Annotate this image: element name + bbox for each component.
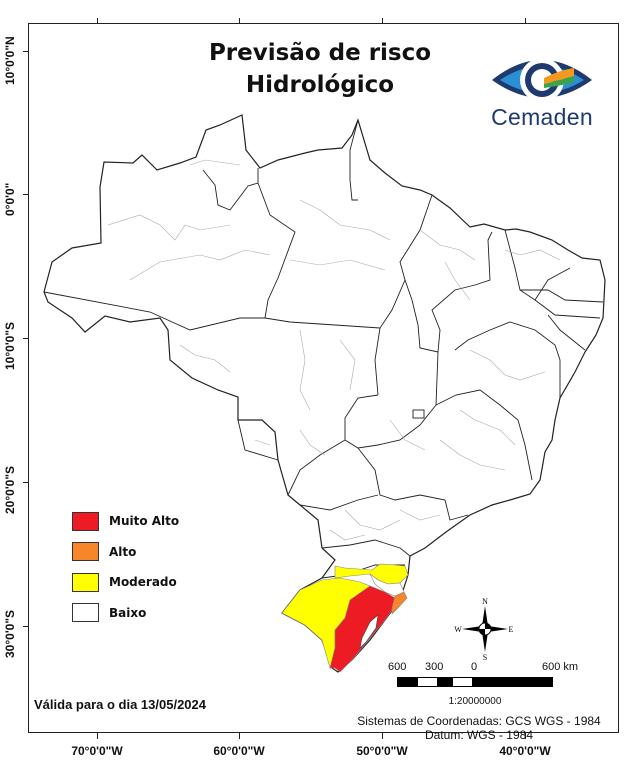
- map-frame: [28, 23, 619, 733]
- scale-label-600-km: 600 km: [542, 661, 579, 673]
- tick-bottom-40w: [525, 733, 526, 739]
- legend-label: Baixo: [109, 605, 147, 620]
- tick-bottom-60w: [239, 733, 240, 739]
- eye-logo-icon: [492, 58, 592, 102]
- mesoregion-borders: [107, 159, 561, 541]
- legend-item-moderado: Moderado: [72, 567, 179, 598]
- compass-w: W: [454, 625, 462, 634]
- region-rs-alto: [391, 591, 408, 615]
- legend-swatch-alto: [72, 542, 99, 562]
- tick-bottom-50w: [382, 733, 383, 739]
- tick-top-50w: [382, 18, 383, 23]
- legend-item-muito-alto: Muito Alto: [72, 506, 179, 537]
- page-title: Previsão de risco Hidrológico: [150, 37, 490, 101]
- legend-item-baixo: Baixo: [72, 598, 179, 629]
- compass-n: N: [482, 597, 488, 606]
- brazil-outline: [43, 114, 606, 673]
- datum-line: Datum: WGS - 1984: [424, 728, 534, 742]
- lon-label-50w: 50°0'0"W: [356, 744, 408, 758]
- compass-rose-icon: N S E W: [454, 597, 514, 662]
- logo-text: Cemaden: [491, 104, 593, 130]
- coordinate-system-line: Sistemas de Coordenadas: GCS WGS - 1984: [357, 714, 601, 728]
- legend-swatch-muito-alto: [72, 511, 99, 531]
- legend-label: Muito Alto: [109, 514, 180, 529]
- tick-left-10s: [23, 338, 28, 339]
- scale-label-0: 0: [471, 661, 478, 673]
- scale-ratio: 1:20000000: [448, 696, 502, 707]
- scale-bar: [397, 677, 553, 687]
- legend-item-alto: Alto: [72, 537, 179, 568]
- lagoa-dos-patos: [359, 614, 379, 649]
- lon-label-70w: 70°0'0"W: [71, 744, 123, 758]
- legend-label: Moderado: [109, 575, 177, 590]
- tick-left-20s: [23, 482, 28, 483]
- tick-top-70w: [97, 18, 98, 23]
- tick-left-0: [23, 194, 28, 195]
- legend: Muito Alto Alto Moderado Baixo: [72, 506, 179, 628]
- title-line-2: Hidrológico: [245, 72, 395, 98]
- cemaden-logo: Cemaden: [482, 48, 602, 138]
- tick-left-10n: [23, 51, 28, 52]
- legend-swatch-moderado: [72, 572, 99, 592]
- scale-label-600-left: 600: [388, 661, 407, 673]
- compass-s: S: [483, 653, 487, 662]
- tick-top-60w: [239, 18, 240, 23]
- tick-left-30s: [23, 626, 28, 627]
- state-borders: [43, 119, 604, 579]
- tick-top-40w: [525, 18, 526, 23]
- legend-swatch-baixo: [72, 603, 99, 623]
- title-line-1: Previsão de risco: [208, 40, 432, 66]
- validity-date: Válida para o dia 13/05/2024: [34, 697, 206, 712]
- lon-label-40w: 40°0'0"W: [499, 744, 551, 758]
- legend-label: Alto: [109, 544, 137, 559]
- region-sc-moderado: [334, 563, 409, 585]
- lon-label-60w: 60°0'0"W: [213, 744, 265, 758]
- coordinate-system: Sistemas de Coordenadas: GCS WGS - 1984 …: [340, 714, 618, 742]
- scale-label-300: 300: [425, 661, 444, 673]
- tick-bottom-70w: [97, 733, 98, 739]
- compass-e: E: [509, 625, 514, 634]
